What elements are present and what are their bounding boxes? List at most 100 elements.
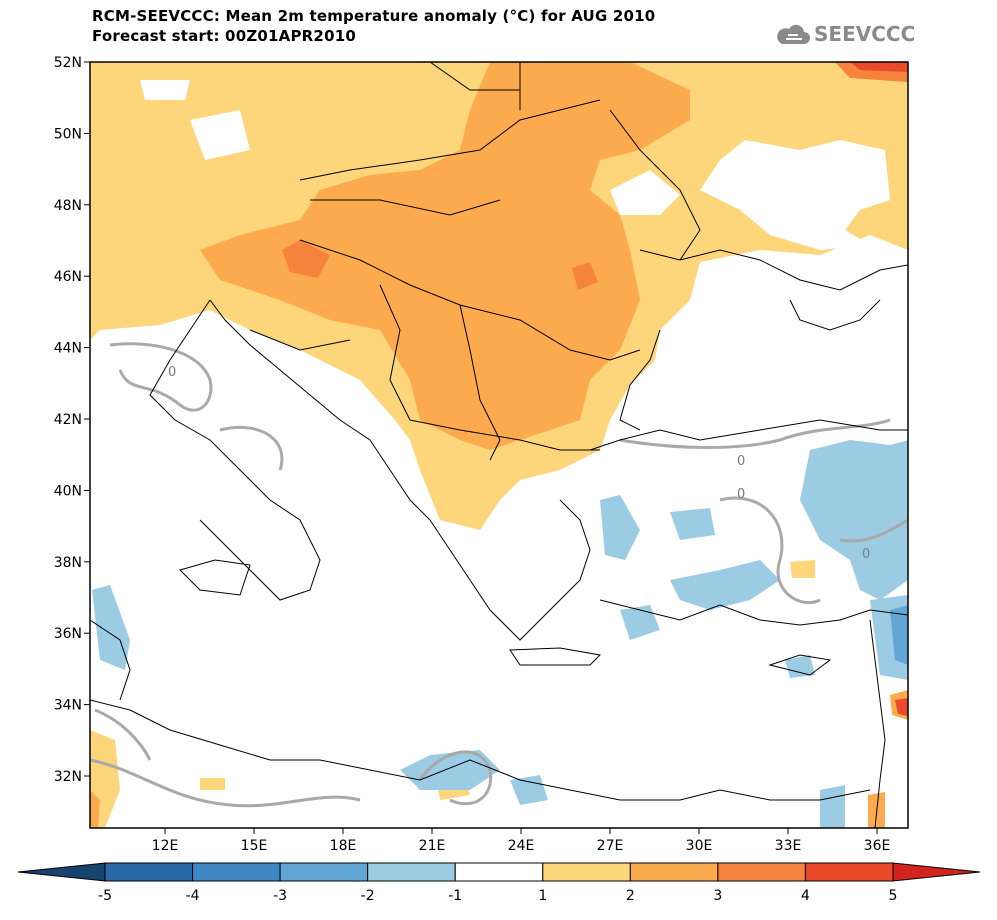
map-frame [89,61,909,829]
lon-label: 36E [864,838,891,854]
lat-label: 32N [54,769,82,785]
coastline-italy [149,299,321,601]
contour-line-italy [109,342,213,412]
anomaly-region-cold-levant-2 [890,605,908,665]
lat-label: 48N [54,198,82,214]
seevccc-logo: SEEVCCC [776,22,915,46]
lat-label: 36N [54,626,82,642]
lat-label: 38N [54,555,82,571]
anomaly-region-cold-aegean [600,495,640,560]
anomaly-region-cold-africa-2 [510,775,548,805]
anomaly-region-cold-west [92,585,130,670]
anomaly-warm-sw-2 [90,790,100,828]
anomaly-neutral-northeast [700,140,890,250]
coastline-sicily [179,559,251,596]
colorbar-segment [192,862,281,882]
contour-line-turkey-2 [719,496,821,605]
colorbar-segment [454,862,544,882]
zero-contour-lines [90,342,908,808]
map-plot-area: 0 0 0 0 [90,62,908,828]
lon-label: 12E [152,838,179,854]
contour-label: 0 [737,454,745,469]
contour-labels: 0 0 0 0 [168,365,870,562]
colorbar-segment [367,862,456,882]
lat-label: 42N [54,412,82,428]
colorbar-label: 4 [801,888,810,904]
title-line-2: Forecast start: 00Z01APR2010 [92,27,356,45]
coastline-greece [429,499,591,641]
colorbar-segment [629,862,719,882]
lat-label: 44N [54,341,82,357]
coastline-north-africa [90,699,871,801]
colorbar-segment [104,862,194,882]
lon-label: 30E [686,838,713,854]
lat-label: 46N [54,269,82,285]
lon-label: 15E [241,838,268,854]
coastline-turkey-south [599,599,908,626]
colorbar-label: -4 [186,888,200,904]
anomaly-region-warm-2 [200,62,690,450]
colorbar-segment [279,862,369,882]
colorbar-label: -5 [98,888,112,904]
contour-line-east [839,518,908,543]
contour-label: 0 [737,487,745,502]
anomaly-neutral-small-2 [140,80,190,100]
colorbar-segment [717,862,806,882]
latitude-axis: 52N 50N 48N 46N 44N 42N 40N 38N 36N 34N 32N [54,55,90,785]
border-lines [249,62,701,461]
coastline-turkey [589,419,908,451]
anomaly-region-warm-4 [850,62,908,72]
coastline-tunisia [90,619,131,701]
anomaly-neutral-small-1 [190,110,250,160]
colorbar-label: 3 [713,888,722,904]
contour-line-sw [90,758,361,808]
contour-line-italy-south [219,425,284,471]
colorbar-label: 5 [889,888,898,904]
colorbar-label: 1 [538,888,547,904]
anomaly-region-cold-2 [670,508,715,540]
contour-line-sw-2 [94,708,152,761]
longitude-axis: 12E 15E 18E 21E 24E 27E 30E 33E 36E [152,828,891,854]
colorbar-label: -2 [361,888,375,904]
colorbar-label: -3 [273,888,287,904]
contour-label: 0 [862,547,870,562]
anomaly-region-cold-3 [670,560,780,610]
anomaly-warm-levant-2 [895,698,908,716]
colorbar-under-arrow [17,862,106,882]
anomaly-region-warm-3 [282,240,330,278]
coastline-adriatic [209,299,431,521]
anomaly-warm-small-1 [200,778,225,790]
anomaly-warm-small-2 [790,560,815,578]
lon-label: 21E [419,838,446,854]
contour-line-africa [418,750,493,806]
colorbar-segment [542,862,631,882]
colorbar-over-arrow [892,862,981,882]
lat-label: 50N [54,126,82,142]
lon-label: 18E [330,838,357,854]
anomaly-region-cold-africa [400,750,500,790]
coastline-crete [509,647,602,666]
anomaly-region-cold-4 [620,605,660,640]
anomaly-neutral-small-3 [610,170,680,215]
coastline-cyprus [768,654,832,676]
coastline-blacksea [619,249,908,431]
lon-label: 24E [508,838,535,854]
map-title: RCM-SEEVCCC: Mean 2m temperature anomaly… [92,6,655,46]
colorbar: -5 -4 -3 -2 -1 1 2 3 4 5 [17,862,981,904]
colorbar-label: 2 [626,888,635,904]
colorbar-label: -1 [448,888,462,904]
lon-label: 27E [597,838,624,854]
anomaly-region-cold-africa-3 [820,785,845,828]
lat-label: 52N [54,55,82,71]
lat-label: 40N [54,483,82,499]
logo-text: SEEVCCC [814,22,916,46]
contour-label: 0 [168,365,176,380]
lat-label: 34N [54,698,82,714]
coastline-levant [869,619,886,828]
lon-label: 33E [775,838,802,854]
colorbar-segment [804,862,894,882]
anomaly-region-cold-turkey [800,440,908,600]
coastlines-and-borders [90,62,908,828]
anomaly-region-cold-cyprus [785,655,815,678]
